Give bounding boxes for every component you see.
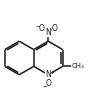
Text: +: + <box>49 70 54 75</box>
Text: +: + <box>49 28 54 32</box>
Text: N: N <box>45 28 51 37</box>
Text: O: O <box>45 79 51 88</box>
Text: −: − <box>36 24 40 29</box>
Text: O: O <box>39 24 44 33</box>
Text: O: O <box>52 24 58 33</box>
Text: −: − <box>43 83 47 88</box>
Text: CH₃: CH₃ <box>72 63 85 69</box>
Text: N: N <box>45 70 51 79</box>
